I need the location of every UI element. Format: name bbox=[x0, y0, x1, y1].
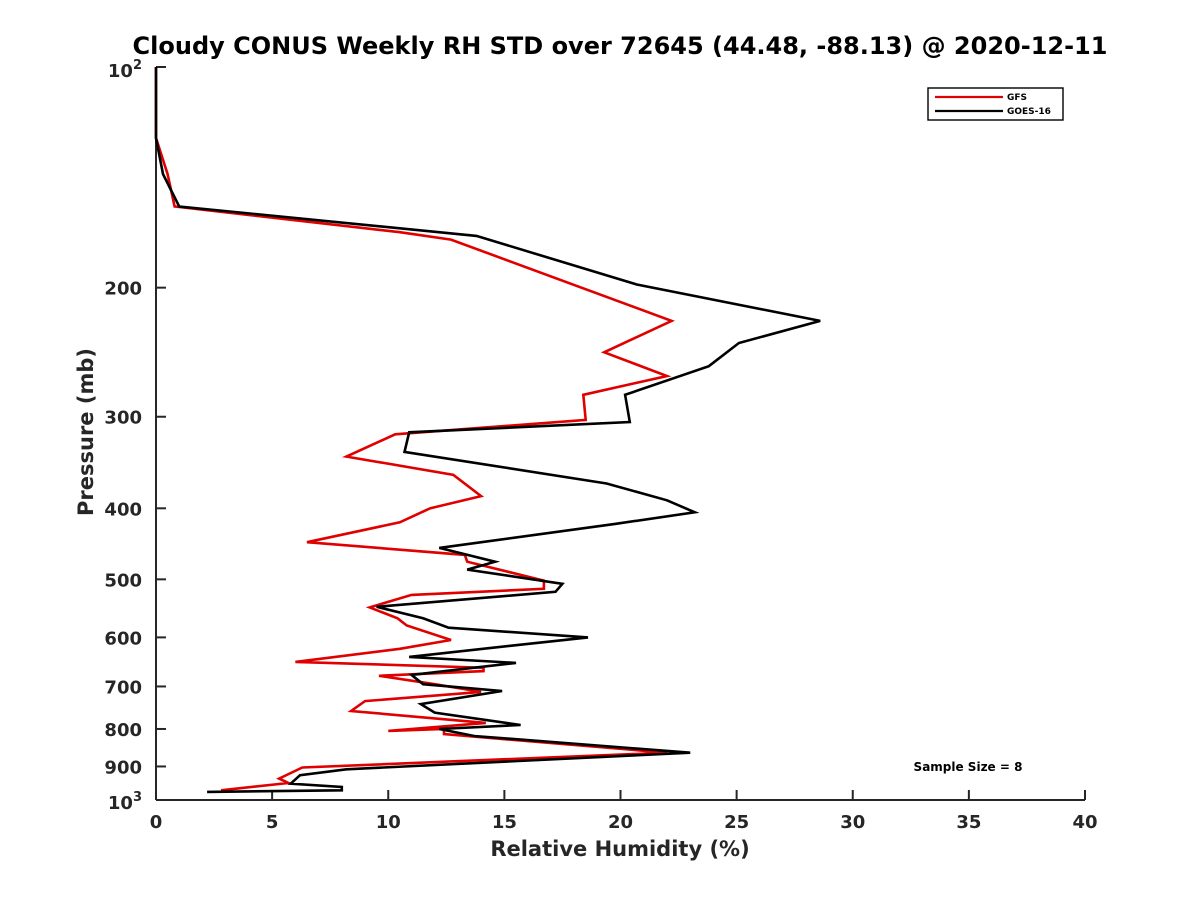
x-tick-label: 0 bbox=[150, 812, 163, 833]
x-tick-label: 10 bbox=[376, 812, 401, 833]
x-tick-label: 20 bbox=[608, 812, 633, 833]
y-tick-label: 600 bbox=[104, 628, 142, 649]
x-tick-label: 5 bbox=[266, 812, 279, 833]
axes: 0 5 10 15 20 25 30 35 40 200 300 400 500 600 700 800 900… bbox=[104, 58, 1097, 833]
chart-title: Cloudy CONUS Weekly RH STD over 72645 (4… bbox=[133, 32, 1108, 60]
series-line-goes16 bbox=[154, 67, 821, 794]
y-tick-label: 800 bbox=[104, 720, 142, 741]
x-tick-label: 35 bbox=[956, 812, 981, 833]
legend: GFS GOES-16 bbox=[927, 87, 1064, 121]
series-layer bbox=[154, 67, 821, 794]
legend-label-goes16: GOES-16 bbox=[1007, 107, 1051, 117]
y-tick-label: 400 bbox=[104, 499, 142, 520]
y-tick-label-bottom: 103 bbox=[108, 790, 142, 814]
x-axis-label: Relative Humidity (%) bbox=[490, 837, 749, 861]
x-tick-label: 15 bbox=[492, 812, 517, 833]
y-tick-label: 700 bbox=[104, 677, 142, 698]
y-tick-label: 500 bbox=[104, 570, 142, 591]
x-tick-label: 30 bbox=[840, 812, 865, 833]
y-tick-label: 300 bbox=[104, 408, 142, 429]
series-line-gfs bbox=[154, 67, 675, 792]
x-tick-label: 25 bbox=[724, 812, 749, 833]
x-tick-label: 40 bbox=[1072, 812, 1097, 833]
legend-label-gfs: GFS bbox=[1007, 93, 1027, 103]
y-tick-label: 200 bbox=[104, 279, 142, 300]
sample-size-annotation: Sample Size = 8 bbox=[914, 760, 1023, 774]
y-tick-label-top: 102 bbox=[108, 58, 142, 82]
y-axis-label: Pressure (mb) bbox=[74, 348, 98, 516]
y-tick-label: 900 bbox=[104, 757, 142, 778]
